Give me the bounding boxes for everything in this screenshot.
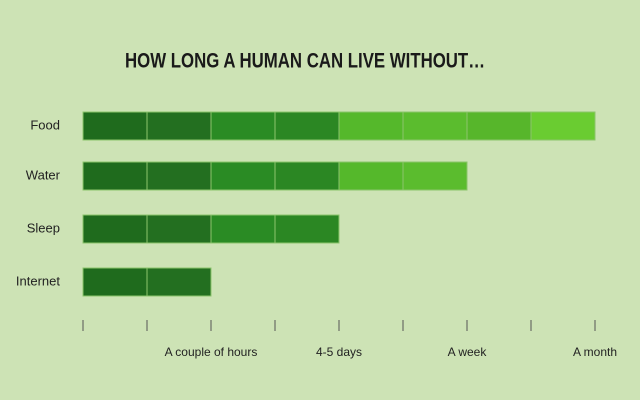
- bar-segment: [146, 267, 212, 297]
- bar-segment: [274, 214, 340, 244]
- bar-segment: [210, 214, 276, 244]
- chart-title: HOW LONG A HUMAN CAN LIVE WITHOUT…: [125, 50, 485, 73]
- bar-segment: [210, 111, 276, 141]
- bar-segment: [82, 111, 148, 141]
- x-tick-label: A couple of hours: [165, 345, 258, 359]
- x-tick-label: 4-5 days: [316, 345, 362, 359]
- bar-segment: [402, 161, 468, 191]
- bar-segment: [274, 111, 340, 141]
- x-tick-label: A week: [448, 345, 488, 359]
- bar-segment: [82, 267, 148, 297]
- bar-segment: [146, 214, 212, 244]
- bar-segment: [210, 161, 276, 191]
- category-label: Sleep: [27, 220, 60, 235]
- bar-segment: [82, 161, 148, 191]
- category-label: Water: [26, 167, 61, 182]
- x-tick-label: A month: [573, 345, 617, 359]
- bar-segment: [338, 111, 404, 141]
- bar-segment: [338, 161, 404, 191]
- bar-segment: [82, 214, 148, 244]
- bar-segment: [274, 161, 340, 191]
- bar-segment: [466, 111, 532, 141]
- bar-segment: [146, 111, 212, 141]
- category-label: Food: [30, 117, 60, 132]
- bar-segment: [146, 161, 212, 191]
- bar-segment: [402, 111, 468, 141]
- bar-segment: [530, 111, 596, 141]
- category-label: Internet: [16, 273, 60, 288]
